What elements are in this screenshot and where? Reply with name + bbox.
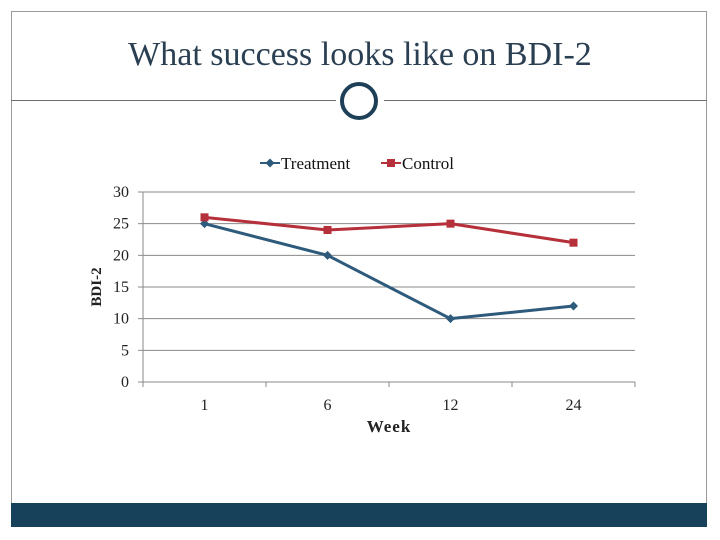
data-point-control-12 bbox=[446, 219, 455, 228]
y-tick-label: 0 bbox=[121, 374, 129, 391]
legend-marker-treatment bbox=[265, 158, 275, 168]
legend-marker-control bbox=[387, 159, 395, 167]
y-tick-label: 25 bbox=[113, 216, 129, 233]
data-point-control-1 bbox=[200, 213, 209, 222]
data-point-treatment-12 bbox=[446, 314, 455, 324]
series-line-control bbox=[204, 215, 574, 245]
divider-ring-ornament bbox=[340, 82, 378, 120]
x-tick-label-1: 1 bbox=[201, 397, 209, 414]
y-tick-label: 30 bbox=[113, 184, 129, 201]
title-divider-left bbox=[11, 100, 336, 101]
title-divider-right bbox=[384, 100, 707, 101]
x-tick-label-24: 24 bbox=[566, 397, 582, 414]
data-point-treatment-6 bbox=[323, 250, 332, 260]
x-tick-label-6: 6 bbox=[324, 397, 332, 414]
x-tick-label-12: 12 bbox=[443, 397, 459, 414]
data-point-treatment-24 bbox=[569, 301, 578, 311]
slide-title: What success looks like on BDI-2 bbox=[128, 36, 592, 73]
legend-label-control: Control bbox=[402, 154, 454, 173]
y-tick-label: 20 bbox=[113, 247, 129, 264]
y-axis-title: BDI-2 bbox=[89, 267, 105, 306]
legend-label-treatment: Treatment bbox=[281, 154, 351, 173]
footer-band bbox=[11, 503, 707, 527]
series-line-treatment bbox=[204, 222, 574, 321]
data-point-control-24 bbox=[569, 238, 578, 247]
data-point-treatment-1 bbox=[200, 219, 209, 229]
x-axis-title: Week bbox=[367, 417, 412, 436]
data-point-control-6 bbox=[323, 226, 332, 234]
y-tick-label: 15 bbox=[113, 279, 129, 296]
y-tick-label: 10 bbox=[113, 311, 129, 328]
y-tick-label: 5 bbox=[121, 342, 129, 359]
